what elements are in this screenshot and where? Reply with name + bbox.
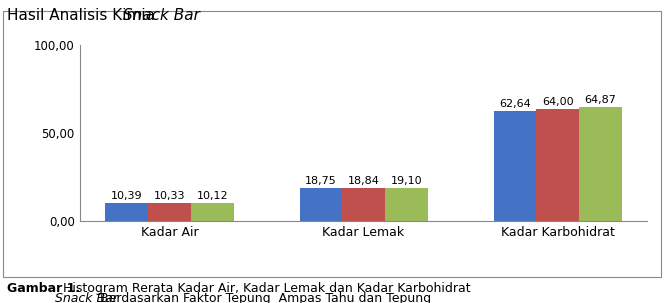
Bar (299, 188, 342, 221)
Text: Berdasarkan Faktor Tepung  Ampas Tahu dan Tepung: Berdasarkan Faktor Tepung Ampas Tahu dan… (96, 292, 432, 303)
Text: Snack Bar: Snack Bar (55, 292, 118, 303)
Bar (385, 188, 428, 221)
Bar (191, 203, 234, 221)
Bar (493, 111, 537, 221)
Bar (106, 203, 148, 221)
Bar (537, 109, 579, 221)
Text: 64,00: 64,00 (542, 97, 574, 107)
Text: 10,39: 10,39 (111, 191, 143, 201)
Text: Histogram Rerata Kadar Air, Kadar Lemak dan Kadar Karbohidrat: Histogram Rerata Kadar Air, Kadar Lemak … (55, 282, 471, 295)
Text: 10,33: 10,33 (154, 191, 185, 201)
Bar (148, 203, 191, 221)
Text: Hasil Analisis Kimia: Hasil Analisis Kimia (7, 8, 159, 23)
Text: 18,84: 18,84 (347, 176, 380, 186)
Text: 64,87: 64,87 (584, 95, 616, 105)
Text: Snack Bar: Snack Bar (123, 8, 200, 23)
Text: 62,64: 62,64 (499, 99, 531, 109)
Bar (579, 107, 622, 221)
Text: Gambar 1.: Gambar 1. (7, 282, 80, 295)
Text: 19,10: 19,10 (390, 175, 422, 185)
Text: 18,75: 18,75 (305, 176, 337, 186)
Bar (342, 188, 385, 221)
Text: 10,12: 10,12 (197, 191, 228, 201)
